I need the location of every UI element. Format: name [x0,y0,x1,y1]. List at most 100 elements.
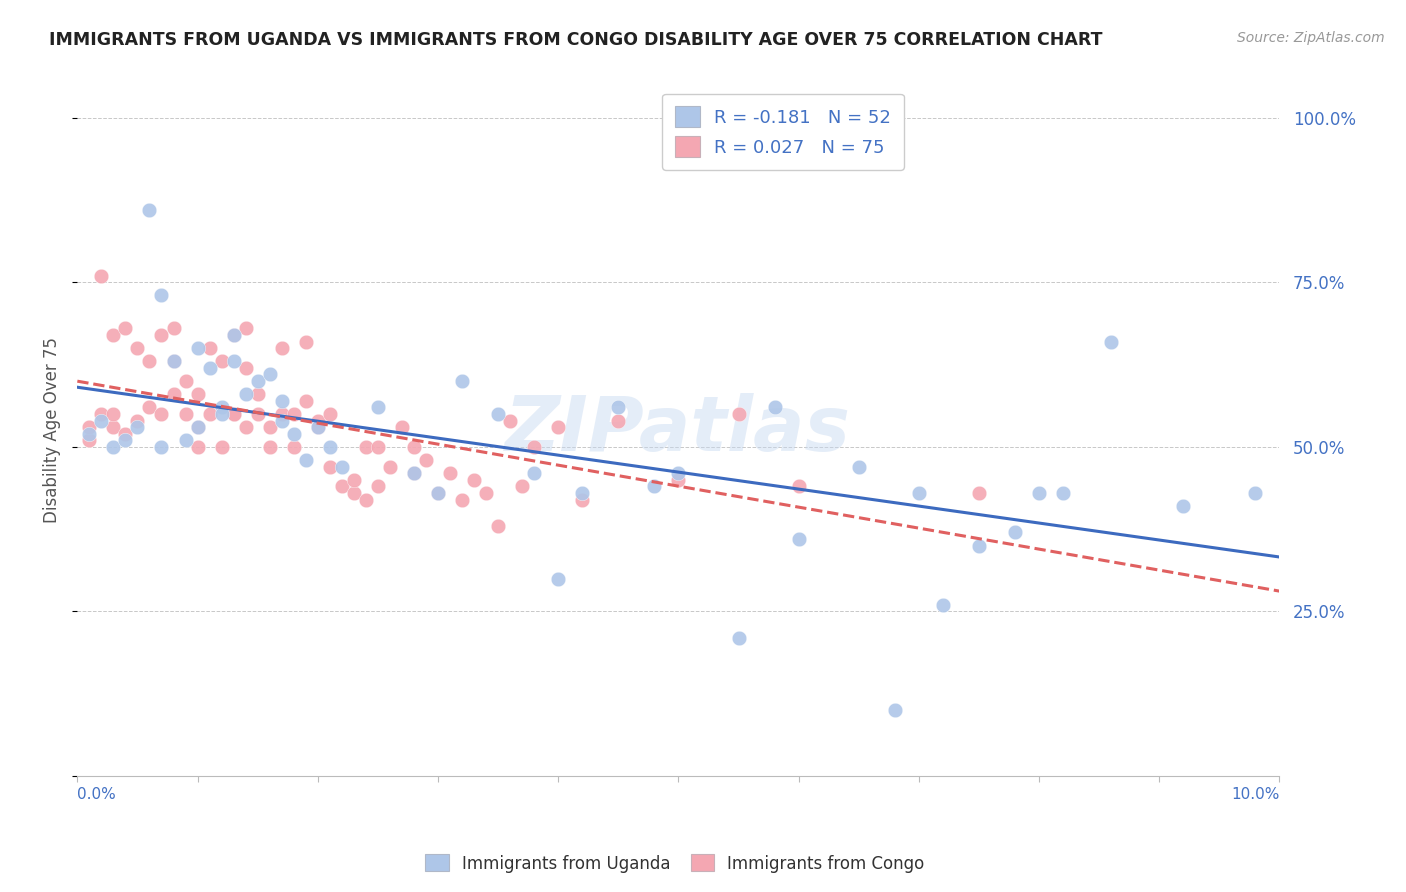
Point [343,473,366,487]
Point [343,486,366,500]
Point [114,426,136,441]
Point [259,368,281,382]
Point [138,354,160,368]
Point [127,413,149,427]
Point [270,407,292,421]
Point [246,407,269,421]
Point [547,420,569,434]
Point [607,401,630,415]
Point [354,440,377,454]
Point [90,268,112,283]
Point [283,407,305,421]
Point [402,440,425,454]
Point [402,466,425,480]
Point [127,420,149,434]
Point [294,393,316,408]
Point [270,393,292,408]
Point [150,288,173,302]
Point [198,407,221,421]
Point [79,420,101,434]
Point [235,387,257,401]
Point [222,327,245,342]
Point [439,466,461,480]
Point [174,374,197,388]
Point [174,407,197,421]
Point [222,327,245,342]
Point [367,479,389,493]
Point [138,401,160,415]
Point [162,321,184,335]
Point [79,426,101,441]
Point [763,401,786,415]
Point [259,440,281,454]
Point [187,420,209,434]
Y-axis label: Disability Age Over 75: Disability Age Over 75 [44,337,62,524]
Point [727,631,749,645]
Point [174,434,197,448]
Point [848,459,870,474]
Point [103,420,125,434]
Point [523,466,546,480]
Point [211,401,233,415]
Point [402,466,425,480]
Legend: Immigrants from Uganda, Immigrants from Congo: Immigrants from Uganda, Immigrants from … [419,847,931,880]
Point [354,492,377,507]
Point [283,426,305,441]
Text: 0.0%: 0.0% [77,787,117,802]
Point [79,434,101,448]
Point [187,440,209,454]
Point [1244,486,1267,500]
Point [235,360,257,375]
Point [114,321,136,335]
Point [607,413,630,427]
Point [103,440,125,454]
Point [571,492,593,507]
Point [270,341,292,355]
Point [259,420,281,434]
Point [138,202,160,217]
Point [319,407,342,421]
Point [103,407,125,421]
Point [127,341,149,355]
Point [547,572,569,586]
Point [162,387,184,401]
Point [510,479,533,493]
Point [1052,486,1074,500]
Text: Source: ZipAtlas.com: Source: ZipAtlas.com [1237,31,1385,45]
Point [114,434,136,448]
Point [294,334,316,349]
Point [932,598,955,612]
Point [668,466,690,480]
Point [486,519,509,533]
Point [486,407,509,421]
Point [150,440,173,454]
Point [367,401,389,415]
Text: ZIPatlas: ZIPatlas [505,393,852,467]
Point [294,453,316,467]
Point [211,354,233,368]
Point [90,407,112,421]
Point [246,387,269,401]
Point [150,407,173,421]
Point [198,360,221,375]
Point [283,440,305,454]
Point [330,479,353,493]
Point [451,492,474,507]
Point [330,459,353,474]
Point [908,486,931,500]
Point [463,473,485,487]
Point [378,459,401,474]
Point [162,354,184,368]
Point [787,532,810,546]
Point [727,407,749,421]
Point [643,479,665,493]
Point [499,413,522,427]
Point [162,354,184,368]
Point [211,440,233,454]
Point [235,420,257,434]
Text: 10.0%: 10.0% [1232,787,1279,802]
Point [427,486,450,500]
Point [307,413,329,427]
Point [367,440,389,454]
Point [198,341,221,355]
